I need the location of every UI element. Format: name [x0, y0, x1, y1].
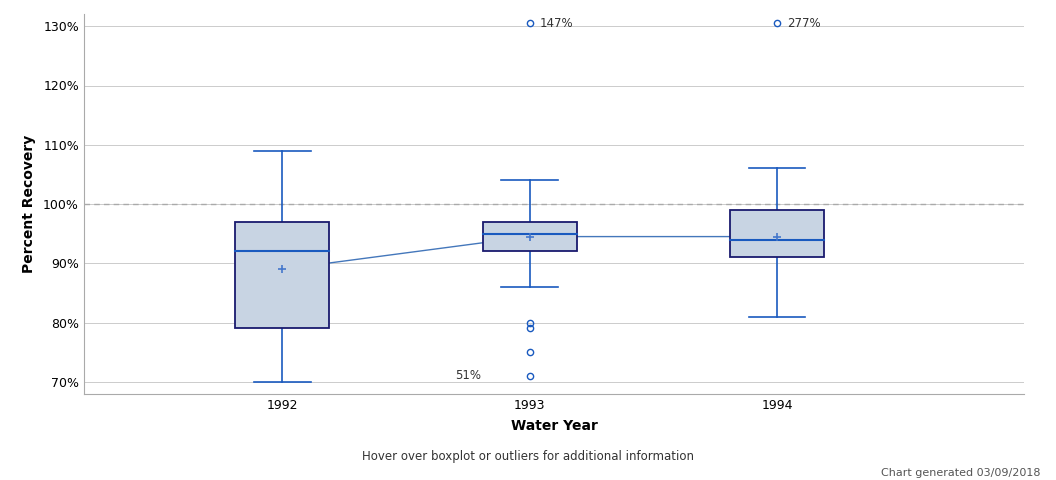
Text: Hover over boxplot or outliers for additional information: Hover over boxplot or outliers for addit…	[362, 450, 694, 463]
X-axis label: Water Year: Water Year	[511, 419, 598, 433]
Text: Chart generated 03/09/2018: Chart generated 03/09/2018	[881, 468, 1040, 478]
Text: 51%: 51%	[455, 369, 482, 383]
Text: 147%: 147%	[540, 17, 573, 30]
Bar	[730, 210, 824, 257]
Text: 277%: 277%	[787, 17, 821, 30]
Bar	[483, 222, 577, 252]
Bar	[235, 222, 329, 328]
Y-axis label: Percent Recovery: Percent Recovery	[22, 135, 36, 273]
